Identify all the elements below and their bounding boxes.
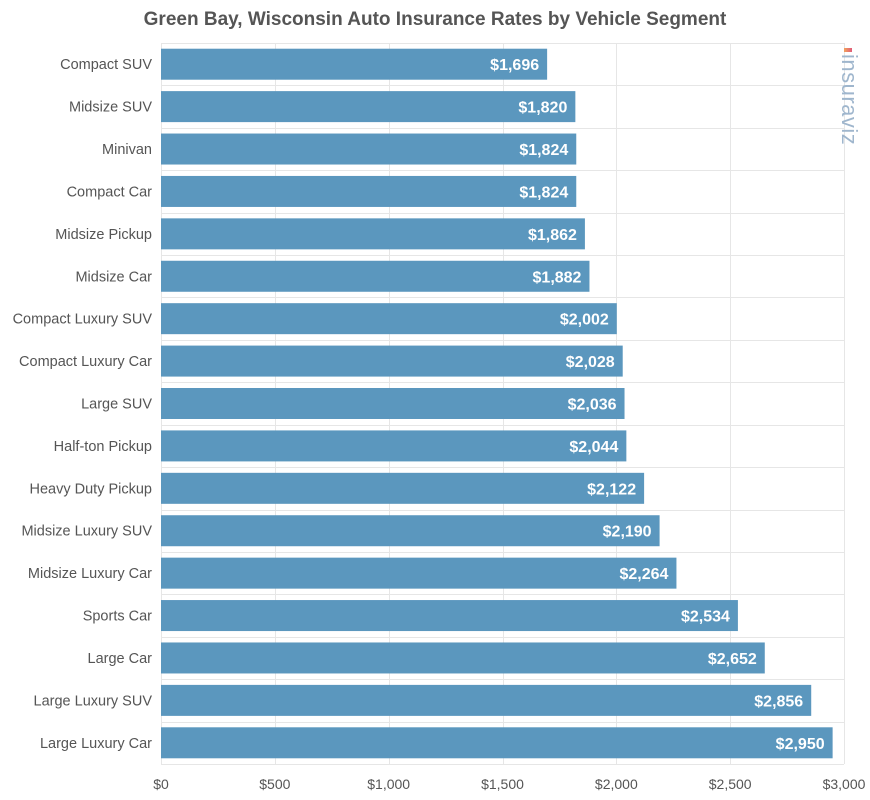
watermark-text: insuraviz [837,54,862,146]
bar [161,727,833,759]
bar [161,430,627,462]
bar [161,303,617,335]
x-tick-label: $1,000 [367,776,410,792]
x-tick-labels: $0 $500 $1,000 $1,500 $2,000 $2,500 $3,000 [153,776,865,792]
category-label: Sports Car [83,609,152,625]
category-label: Heavy Duty Pickup [30,481,153,497]
bar [161,260,590,292]
x-tick-label: $1,500 [481,776,524,792]
bar-value-label: $2,652 [708,651,757,668]
category-label: Midsize SUV [69,100,152,116]
bar-value-label: $1,696 [490,57,539,74]
category-label: Large Luxury SUV [34,693,153,709]
x-tick-label: $0 [153,776,169,792]
bar [161,91,576,123]
bar [161,175,577,207]
bar-value-label: $1,820 [518,100,567,117]
bar-value-label: $2,190 [603,524,652,541]
x-tick-label: $3,000 [823,776,866,792]
category-label: Midsize Luxury SUV [21,524,152,540]
bar [161,133,577,165]
bar [161,600,738,632]
x-tick-label: $500 [259,776,290,792]
bar [161,388,625,419]
bar [161,218,585,250]
category-label: Minivan [102,142,152,158]
bar-value-label: $2,002 [560,312,609,329]
bar-value-label: $1,824 [519,142,568,159]
bar [161,684,812,716]
bar-value-label: $2,044 [569,439,618,456]
x-tick-label: $2,000 [595,776,638,792]
category-label: Large Luxury Car [40,736,152,752]
bar [161,557,677,589]
bar-value-label: $2,950 [776,736,825,753]
category-label: Large Car [88,651,153,667]
bar-value-label: $2,036 [568,397,617,414]
bar [161,472,645,504]
category-label: Compact Car [67,184,153,200]
bar-value-label: $2,856 [754,693,803,710]
chart-title: Green Bay, Wisconsin Auto Insurance Rate… [143,9,727,30]
category-label: Compact Luxury SUV [13,312,153,328]
category-label: Half-ton Pickup [54,439,152,455]
logo-mark-icon [843,48,852,52]
bar-value-label: $1,824 [519,184,568,201]
bar [161,515,660,547]
category-label: Compact SUV [60,57,152,73]
bar [161,345,623,377]
bar-value-label: $2,264 [619,566,668,583]
x-tick-label: $2,500 [709,776,752,792]
category-labels: Compact SUV Midsize SUV Minivan Compact Car… [13,57,153,752]
watermark-logo: insuraviz [836,48,862,145]
category-label: Midsize Pickup [55,227,152,243]
category-label: Midsize Car [75,269,152,285]
bars: $1,696 $1,820 $1,824 $1,824 $1,862 $1,882 $2,0… [161,48,833,759]
bar-value-label: $2,028 [566,354,615,371]
category-label: Large SUV [81,397,152,413]
category-label: Compact Luxury Car [19,354,152,370]
bar-value-label: $1,862 [528,227,577,244]
bar-value-label: $1,882 [533,269,582,286]
bar-value-label: $2,534 [681,609,730,626]
bar-value-label: $2,122 [587,481,636,498]
category-label: Midsize Luxury Car [28,566,152,582]
bar [161,48,548,80]
bar [161,642,765,674]
